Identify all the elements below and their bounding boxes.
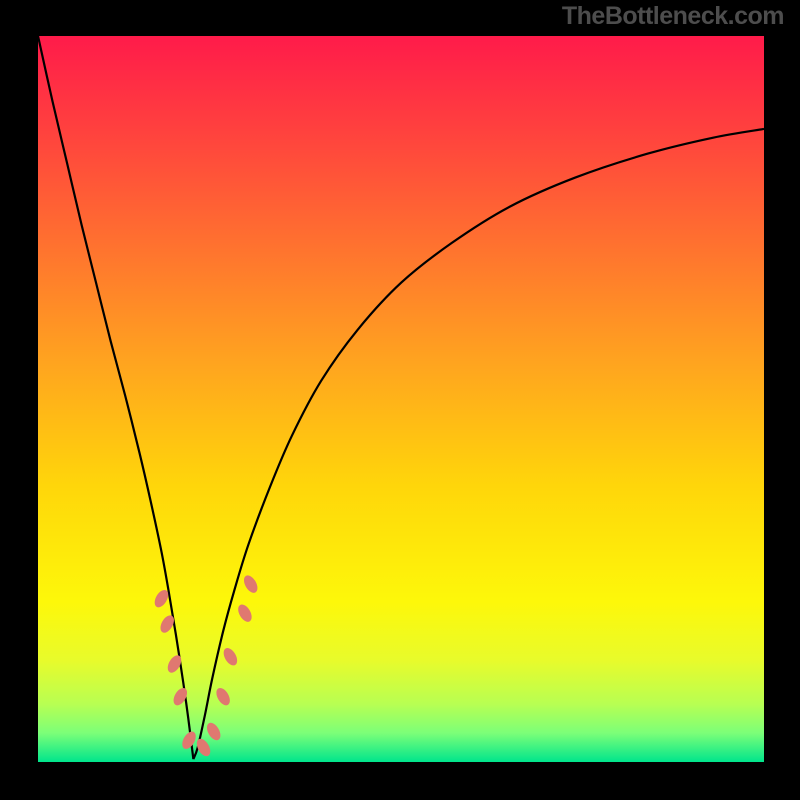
watermark-text: TheBottleneck.com <box>562 2 784 31</box>
plot-background <box>38 36 764 762</box>
figure-container: TheBottleneck.com <box>0 0 800 800</box>
plot-area <box>38 36 764 762</box>
